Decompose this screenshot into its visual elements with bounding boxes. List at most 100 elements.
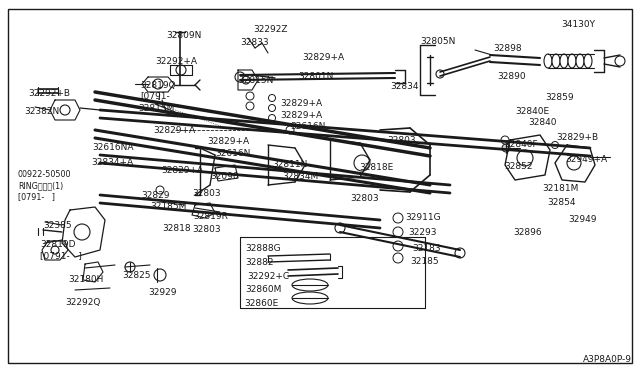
Circle shape (615, 56, 625, 66)
Text: 32834M: 32834M (282, 172, 318, 181)
Text: 32815M: 32815M (138, 104, 174, 113)
Text: 32829: 32829 (141, 191, 170, 200)
Text: 32825: 32825 (122, 271, 150, 280)
Text: 32293: 32293 (408, 228, 436, 237)
Circle shape (455, 248, 465, 258)
Circle shape (154, 269, 166, 281)
Circle shape (269, 94, 275, 102)
Text: 32180H: 32180H (68, 275, 104, 284)
Circle shape (156, 186, 164, 194)
Text: 32834+A: 32834+A (91, 158, 133, 167)
Text: 32292Q: 32292Q (65, 298, 100, 307)
Circle shape (51, 246, 59, 254)
Circle shape (242, 76, 250, 84)
Text: 32292+C: 32292+C (247, 272, 289, 281)
Ellipse shape (552, 54, 560, 68)
Ellipse shape (560, 54, 568, 68)
Text: 32183: 32183 (412, 244, 440, 253)
Circle shape (393, 253, 403, 263)
Text: 34130Y: 34130Y (561, 20, 595, 29)
Text: 32818: 32818 (162, 224, 191, 233)
Text: 32859: 32859 (545, 93, 573, 102)
Circle shape (393, 241, 403, 251)
Text: 32833: 32833 (240, 38, 269, 47)
Text: ]: ] (140, 91, 161, 100)
Text: 32834: 32834 (390, 82, 419, 91)
Text: 32852: 32852 (504, 162, 532, 171)
Circle shape (269, 105, 275, 112)
Text: 32803: 32803 (350, 194, 379, 203)
Text: [0791-   ]: [0791- ] (18, 192, 55, 201)
Ellipse shape (584, 54, 592, 68)
Text: 32860M: 32860M (245, 285, 282, 294)
Circle shape (335, 223, 345, 233)
Text: 32803: 32803 (192, 189, 221, 198)
Text: 32819D: 32819D (40, 240, 76, 249)
Text: 32840F: 32840F (504, 140, 538, 149)
Circle shape (153, 79, 163, 89)
Text: 32801N: 32801N (298, 72, 333, 81)
Text: 32803: 32803 (387, 136, 415, 145)
Text: 32292Z: 32292Z (253, 25, 287, 34)
Text: 32809N: 32809N (166, 31, 202, 40)
Text: 32616N: 32616N (215, 149, 250, 158)
Text: 32805N: 32805N (420, 37, 456, 46)
Text: 32829+A: 32829+A (161, 166, 203, 175)
Circle shape (436, 70, 444, 78)
Text: 32181M: 32181M (542, 184, 579, 193)
Text: 32803: 32803 (192, 225, 221, 234)
Text: 32911G: 32911G (405, 213, 440, 222)
Text: 32929: 32929 (148, 288, 177, 297)
Text: 32896: 32896 (513, 228, 541, 237)
Circle shape (393, 213, 403, 223)
Circle shape (502, 144, 510, 152)
Text: 32829+A: 32829+A (153, 126, 195, 135)
Circle shape (246, 92, 254, 100)
Text: 32829+A: 32829+A (207, 137, 249, 146)
Text: 32815N: 32815N (238, 76, 273, 85)
Text: RINGリング(1): RINGリング(1) (18, 181, 63, 190)
Text: [0791-: [0791- (140, 91, 170, 100)
Ellipse shape (544, 54, 552, 68)
Text: 32860E: 32860E (244, 299, 278, 308)
Circle shape (246, 102, 254, 110)
Circle shape (286, 126, 294, 134)
Circle shape (552, 141, 559, 148)
Text: 32819R: 32819R (193, 212, 228, 221)
Text: 32829+A: 32829+A (280, 99, 322, 108)
Circle shape (60, 105, 70, 115)
Text: A3P8A0P-9: A3P8A0P-9 (583, 355, 632, 364)
Text: 00922-50500: 00922-50500 (18, 170, 72, 179)
Text: 32185M: 32185M (150, 202, 186, 211)
Circle shape (74, 224, 90, 240)
Text: 32819Q: 32819Q (140, 81, 175, 90)
Text: 32829+A: 32829+A (280, 111, 322, 120)
Circle shape (269, 115, 275, 122)
Ellipse shape (292, 292, 328, 304)
Text: 32829+A: 32829+A (302, 53, 344, 62)
Text: 32888G: 32888G (245, 244, 280, 253)
Circle shape (176, 65, 186, 75)
Text: 32382N: 32382N (24, 107, 60, 116)
Text: 32898: 32898 (493, 44, 522, 53)
Circle shape (393, 227, 403, 237)
Text: 32616N: 32616N (290, 122, 325, 131)
Circle shape (235, 72, 245, 82)
Text: 32854: 32854 (547, 198, 575, 207)
Circle shape (517, 150, 533, 166)
Circle shape (125, 262, 135, 272)
Text: 32811N: 32811N (272, 160, 307, 169)
Text: 32292+A: 32292+A (155, 57, 197, 66)
Text: 32185: 32185 (410, 257, 438, 266)
Text: [0791-   ]: [0791- ] (40, 251, 82, 260)
Text: 32882: 32882 (245, 258, 273, 267)
Text: 32818E: 32818E (359, 163, 393, 172)
Text: 32829+B: 32829+B (556, 133, 598, 142)
Text: 32090: 32090 (210, 172, 239, 181)
Text: 32949: 32949 (568, 215, 596, 224)
Text: 32949+A: 32949+A (565, 155, 607, 164)
Text: 32840E: 32840E (515, 107, 549, 116)
Circle shape (354, 155, 370, 171)
Text: 32890: 32890 (497, 72, 525, 81)
Text: 32385: 32385 (43, 221, 72, 230)
